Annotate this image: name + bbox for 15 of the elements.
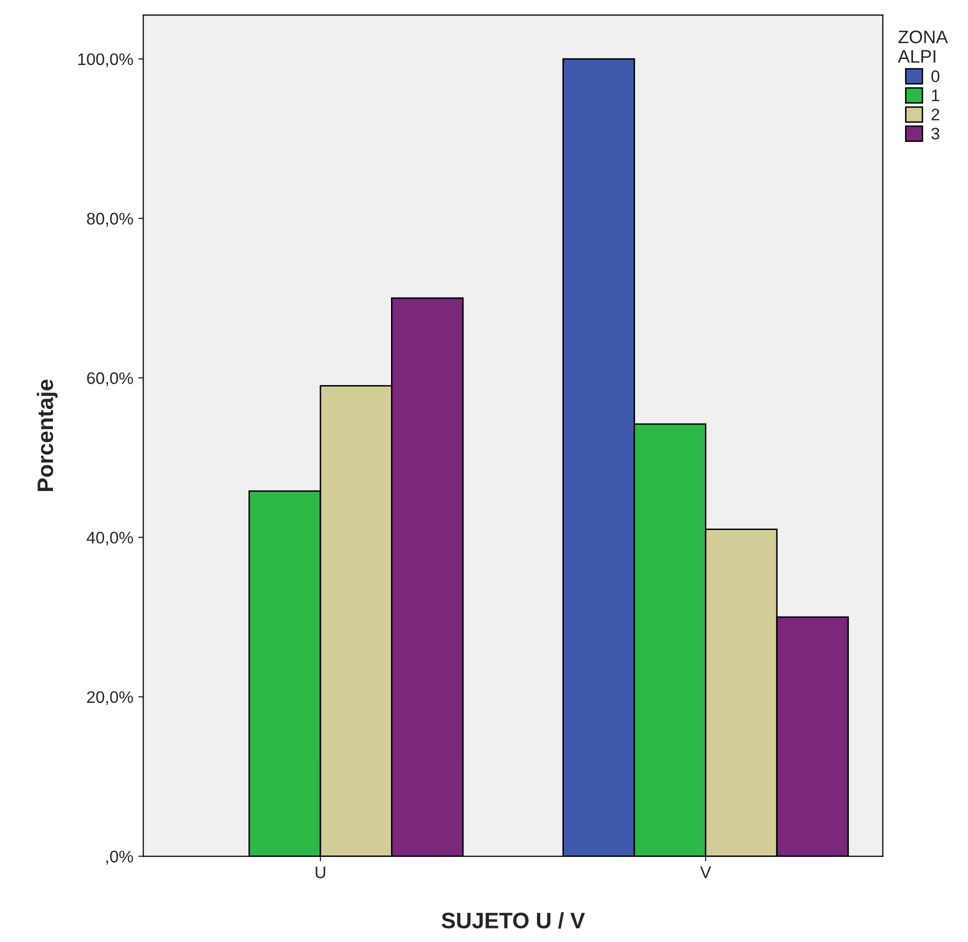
x-tick-label: U (316, 866, 326, 878)
legend-label: 3 (931, 128, 940, 140)
legend-label: 0 (931, 70, 940, 82)
y-tick-label: 80,0% (87, 212, 133, 227)
legend-label: 2 (932, 108, 940, 120)
y-axis-title: Porcentaje (36, 380, 58, 491)
y-tick-label: 60,0% (87, 372, 133, 386)
y-tick-label: 40,0% (86, 532, 133, 546)
y-tick-label: ,0% (106, 850, 133, 864)
y-tick-label: 100,0% (78, 53, 133, 68)
legend-title: ZONA ALPI (898, 30, 948, 63)
y-tick-label: 20,0% (87, 691, 133, 705)
x-tick-label: V (700, 866, 712, 878)
legend-label: 1 (932, 90, 940, 102)
x-axis-title: SUJETO U / V (442, 912, 585, 929)
